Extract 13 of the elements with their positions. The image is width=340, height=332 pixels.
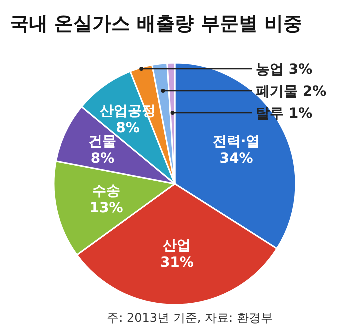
slice-label: 농업 3% bbox=[256, 62, 313, 78]
slice-label: 수송 bbox=[92, 183, 121, 200]
slice-label: 건물 bbox=[88, 134, 117, 150]
slice-label: 산업 bbox=[163, 238, 192, 254]
slice-label: 폐기물 2% bbox=[256, 84, 327, 100]
data-label: 8% bbox=[116, 120, 140, 136]
text: 주: 2013년 기준, 자료: 환경부 bbox=[107, 311, 273, 325]
data-label: 8% bbox=[90, 150, 115, 167]
slice-label: 전력·열 bbox=[212, 134, 260, 150]
data-label: 31% bbox=[160, 255, 194, 272]
data-label: 34% bbox=[220, 151, 254, 168]
data-label: 13% bbox=[90, 200, 124, 216]
chart-title: 국내 온실가스 배출량 부문별 비중 bbox=[10, 13, 302, 35]
